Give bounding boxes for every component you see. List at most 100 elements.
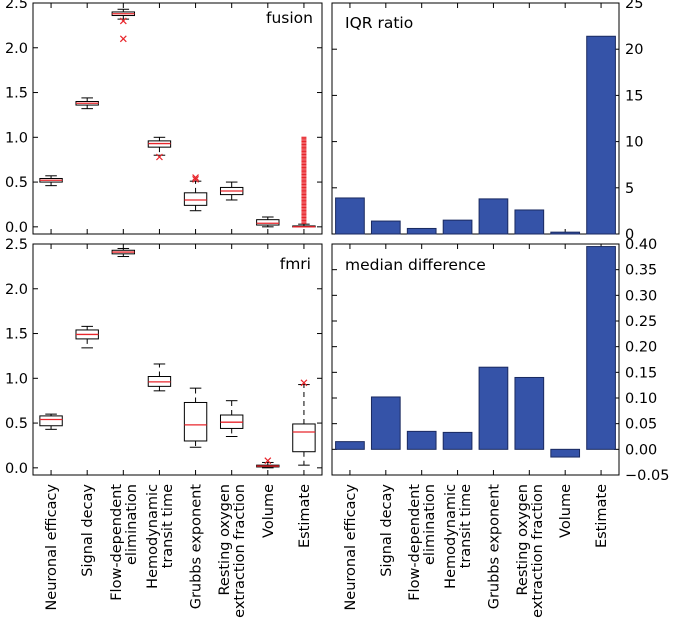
- y-tick-label: 0.20: [625, 340, 657, 356]
- y-tick-label: 25: [625, 0, 643, 12]
- box-4: [183, 387, 208, 448]
- category-label-line: Grubbs exponent: [189, 484, 205, 610]
- bar-6: [550, 448, 581, 458]
- category-label-line: extraction fraction: [530, 484, 546, 618]
- category-label-line: Volume: [558, 484, 574, 538]
- bar-5: [514, 376, 545, 450]
- box-4: [183, 174, 208, 212]
- y-tick-label: 0.25: [625, 314, 657, 330]
- category-label: Estimate: [594, 484, 610, 548]
- box-6: [256, 457, 280, 469]
- outlier-marker: [119, 35, 127, 43]
- y-tick-label: 20: [625, 42, 643, 58]
- category-label-line: Flow-dependent: [109, 484, 125, 601]
- bar-3: [442, 431, 473, 450]
- bar-4: [478, 366, 509, 450]
- bar-1: [370, 396, 401, 450]
- bar-1: [370, 220, 401, 235]
- panel-median: −0.05 0.00 0.05 0.10 0.15 0.20 0.25 0.30 0.35 0.4…: [331, 237, 669, 618]
- panel-fusion: 0.0 0.5 1.0 1.5 2.0 2.5 fusion: [5, 0, 323, 236]
- y-tick-label: 2.0: [5, 282, 28, 298]
- box-2: [111, 247, 136, 258]
- category-label: Grubbs exponent: [486, 484, 502, 610]
- y-tick-label: 0.15: [625, 365, 657, 381]
- bar-3: [442, 219, 473, 235]
- y-tick-label: 0.5: [5, 175, 28, 191]
- bar-4: [478, 198, 509, 235]
- box-0: [39, 413, 63, 430]
- y-tick-label: 1.5: [5, 86, 28, 102]
- y-tick-label: 2.0: [5, 41, 28, 57]
- iqr-box: [292, 423, 316, 453]
- iqr-box: [256, 219, 280, 226]
- y-tick-label: 2.5: [5, 0, 28, 12]
- y-tick-label: 0.40: [625, 237, 657, 253]
- category-label-line: transit time: [160, 484, 176, 568]
- category-label-line: Resting oxygen: [515, 484, 531, 596]
- bar-6: [550, 231, 581, 235]
- category-label-line: Neuronal efficacy: [343, 484, 359, 611]
- axes-frame: [331, 243, 620, 476]
- category-label: Resting oxygenextraction fraction: [217, 484, 248, 618]
- panel-fmri: 0.0 0.5 1.0 1.5 2.0 2.5 fmri Neuronal efficacy S…: [5, 237, 323, 618]
- bar-2: [406, 227, 437, 235]
- bar-0: [335, 197, 365, 235]
- box-3: [147, 363, 172, 392]
- panel-title: IQR ratio: [345, 14, 413, 32]
- panel-iqr: 0 5 10 15 20 25 IQR ratio: [331, 0, 643, 243]
- box-1: [75, 97, 99, 110]
- box-5: [219, 400, 244, 437]
- category-label-line: Flow-dependent: [407, 484, 423, 601]
- category-label: Flow-dependentelimination: [407, 484, 438, 601]
- outlier-marker: [192, 175, 199, 183]
- panel-title: fusion: [266, 9, 313, 27]
- outlier-marker: [119, 17, 127, 25]
- category-label: Neuronal efficacy: [343, 484, 359, 611]
- box-0: [39, 175, 63, 187]
- box-7: [292, 379, 316, 466]
- category-label-line: Hemodynamic: [443, 484, 459, 589]
- category-label: Grubbs exponent: [189, 484, 205, 610]
- y-tick-label: 1.0: [5, 371, 28, 387]
- y-tick-label: 0.35: [625, 263, 657, 279]
- category-label-line: Grubbs exponent: [486, 484, 502, 610]
- y-tick-label: 2.5: [5, 237, 28, 253]
- outlier-marker: [264, 457, 272, 465]
- y-tick-label: 5: [625, 181, 634, 197]
- y-tick-label: 0.05: [625, 417, 657, 433]
- panel-title: median difference: [345, 256, 486, 274]
- bar-7: [586, 35, 616, 235]
- category-label-line: elimination: [422, 484, 438, 565]
- box-5: [219, 181, 244, 201]
- y-tick-label: 1.0: [5, 130, 28, 146]
- category-label-line: extraction fraction: [232, 484, 248, 618]
- y-tick-label: 0.0: [5, 220, 28, 236]
- y-tick-label: 0.5: [5, 416, 28, 432]
- category-label: Signal decay: [379, 484, 395, 577]
- axes-frame: [331, 2, 620, 235]
- y-tick-label: 0.30: [625, 288, 657, 304]
- outlier-marker: [156, 153, 163, 161]
- box-3: [147, 136, 172, 161]
- category-label-line: Neuronal efficacy: [44, 484, 60, 611]
- bar-2: [406, 430, 437, 450]
- iqr-box: [39, 415, 63, 427]
- iqr-box: [183, 192, 208, 206]
- y-tick-label: 0: [625, 227, 634, 243]
- iqr-box: [183, 401, 208, 442]
- y-tick-label: 10: [625, 135, 643, 151]
- category-label: Volume: [261, 484, 277, 538]
- axes-frame: [32, 243, 323, 476]
- category-label-line: elimination: [124, 484, 140, 565]
- category-label: Volume: [558, 484, 574, 538]
- bar-7: [586, 246, 616, 450]
- panel-title: fmri: [280, 255, 311, 273]
- category-label-line: Signal decay: [80, 484, 96, 577]
- y-tick-label: 1.5: [5, 327, 28, 343]
- category-label: Hemodynamictransit time: [145, 484, 176, 589]
- category-label-line: Estimate: [297, 484, 313, 548]
- category-label: Signal decay: [80, 484, 96, 577]
- category-label-line: Volume: [261, 484, 277, 538]
- y-tick-label: −0.05: [625, 468, 669, 484]
